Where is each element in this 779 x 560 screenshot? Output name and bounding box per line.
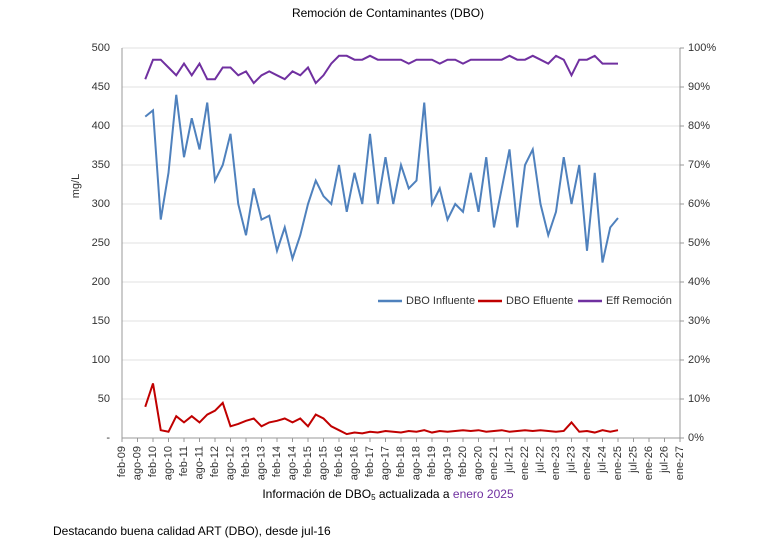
y2-tick-label: 50% [688, 237, 710, 249]
chart-title: Remoción de Contaminantes (DBO) [292, 6, 484, 20]
x-tick-label: ene-24 [581, 446, 593, 480]
x-tick-label: ago-12 [224, 446, 236, 480]
y2-tick-label: 0% [688, 432, 704, 444]
footer: Destacando buena calidad ART (DBO), desd… [53, 524, 331, 538]
x-tick-label: ago-11 [193, 446, 205, 479]
x-tick-label: ene-23 [550, 446, 562, 480]
x-tick-label: feb-20 [457, 446, 469, 477]
x-tick-label: feb-13 [240, 446, 252, 477]
x-tick-label: ene-22 [519, 446, 531, 480]
x-tick-label: ago-15 [317, 446, 329, 480]
x-tick-label: ago-14 [286, 446, 298, 480]
y-tick-label: 100 [92, 354, 110, 366]
series-line [144, 94, 619, 263]
y2-tick-label: 100% [688, 42, 716, 54]
x-tick-label: ago-17 [379, 446, 391, 480]
note-text: Información de DBO [262, 487, 371, 501]
x-tick-label: feb-16 [333, 446, 345, 477]
x-tick-label: ago-18 [410, 446, 422, 480]
x-tick-label: jul-24 [596, 446, 608, 474]
y2-tick-label: 70% [688, 159, 710, 171]
y-tick-label: 50 [98, 393, 110, 405]
x-tick-label: ago-20 [472, 446, 484, 480]
note-highlight: enero 2025 [453, 487, 514, 501]
y-tick-label: 350 [92, 159, 110, 171]
legend [368, 290, 674, 312]
x-tick-label: jul-26 [658, 446, 670, 474]
y2-tick-label: 90% [688, 81, 710, 93]
x-tick-label: feb-14 [271, 446, 283, 477]
y-tick-label: 250 [92, 237, 110, 249]
x-tick-label: ene-25 [612, 446, 624, 480]
series-line [144, 383, 619, 436]
legend-label: DBO Efluente [506, 295, 573, 307]
legend-label: Eff Remoción [606, 295, 672, 307]
x-tick-label: feb-10 [147, 446, 159, 477]
x-tick-label: feb-09 [116, 446, 128, 477]
note-sub: 5 [371, 493, 376, 502]
y-tick-label: 500 [92, 42, 110, 54]
x-tick-label: feb-19 [426, 446, 438, 477]
y-tick-label: 400 [92, 120, 110, 132]
x-tick-label: ene-27 [674, 446, 686, 480]
x-tick-label: feb-11 [178, 446, 190, 476]
x-tick-label: jul-25 [627, 446, 639, 474]
x-tick-label: ene-26 [643, 446, 655, 480]
x-tick-label: feb-18 [395, 446, 407, 477]
y2-tick-label: 10% [688, 393, 710, 405]
y2-tick-label: 30% [688, 315, 710, 327]
x-tick-label: feb-17 [364, 446, 376, 477]
x-tick-label: jul-23 [565, 446, 577, 474]
x-tick-label: feb-12 [209, 446, 221, 477]
legend-label: DBO Influente [406, 295, 475, 307]
x-tick-label: feb-15 [302, 446, 314, 477]
x-tick-label: ago-19 [441, 446, 453, 480]
y2-tick-label: 60% [688, 198, 710, 210]
note: Información de DBO5 actualizada a enero … [262, 487, 514, 502]
y-tick-label: 450 [92, 81, 110, 93]
x-tick-label: ago-16 [348, 446, 360, 480]
y-tick-label: 200 [92, 276, 110, 288]
y2-tick-label: 20% [688, 354, 710, 366]
series-line [144, 54, 618, 85]
x-tick-label: ago-10 [162, 446, 174, 480]
y-tick-label: - [106, 432, 110, 444]
y-axis-label: mg/L [70, 174, 82, 198]
x-tick-label: ene-21 [488, 446, 500, 480]
x-tick-label: jul-21 [503, 446, 515, 474]
x-tick-label: ago-09 [131, 446, 143, 480]
note-text: actualizada a [376, 487, 453, 501]
y-tick-label: 150 [92, 315, 110, 327]
y-tick-label: 300 [92, 198, 110, 210]
x-tick-label: ago-13 [255, 446, 267, 480]
y2-tick-label: 80% [688, 120, 710, 132]
y2-tick-label: 40% [688, 276, 710, 288]
x-tick-label: jul-22 [534, 446, 546, 474]
